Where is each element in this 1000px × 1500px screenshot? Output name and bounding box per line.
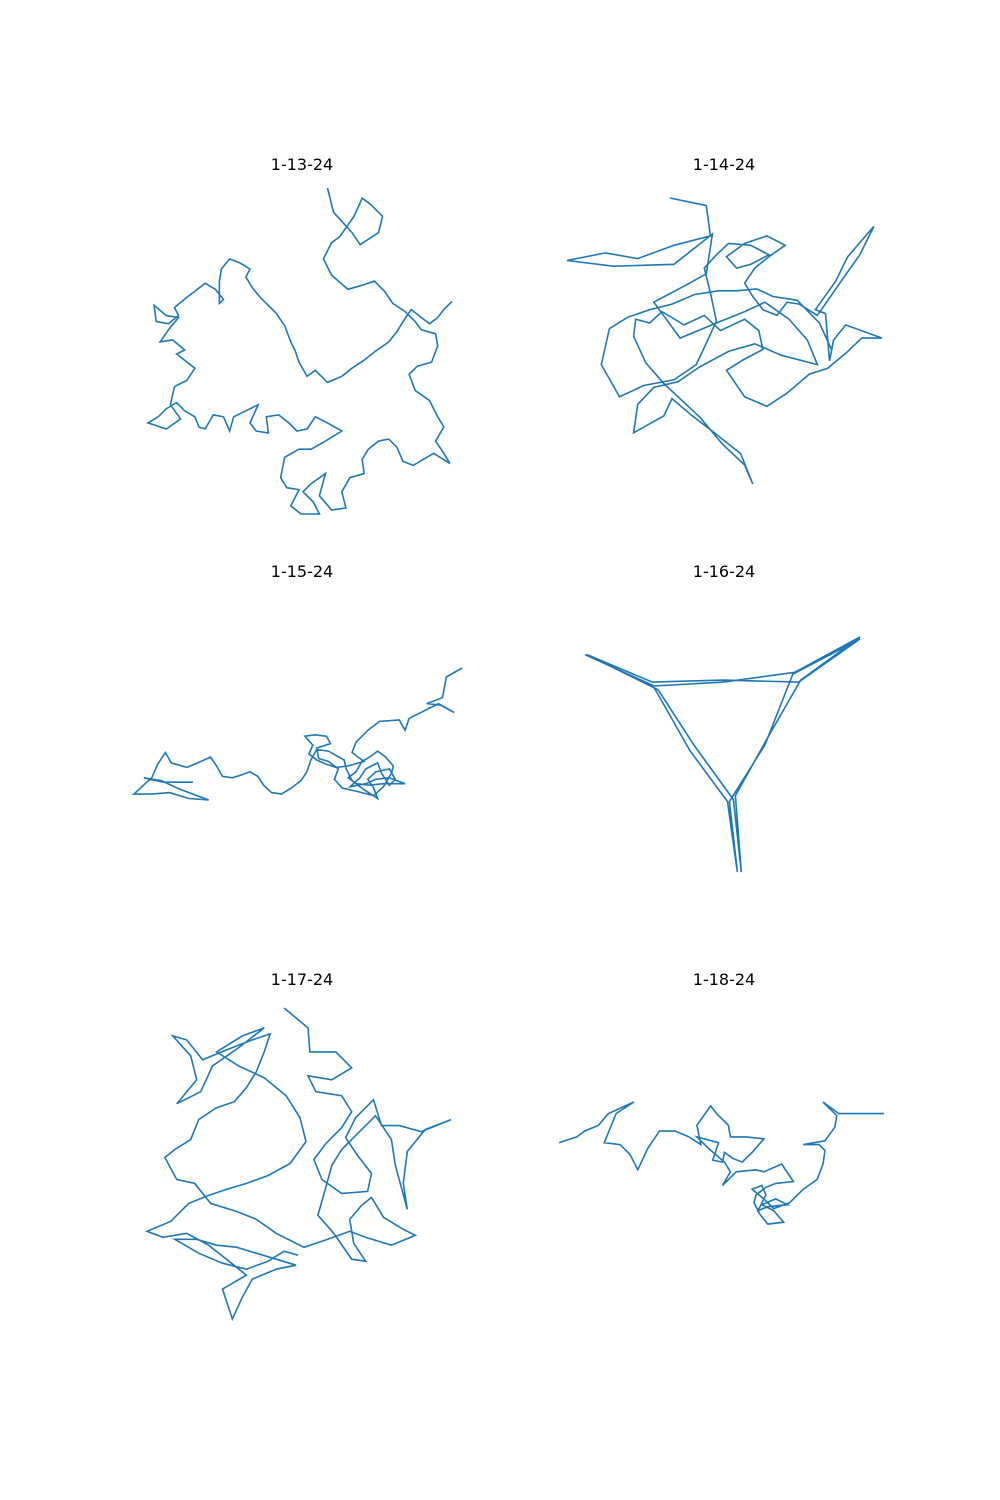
panel-5-series-line	[144, 1007, 452, 1322]
panel-title-6: 1-18-24	[692, 970, 756, 989]
panel-3-series-line	[131, 667, 463, 801]
panel-6-series-line	[558, 1101, 885, 1225]
panel-title-3: 1-15-24	[270, 562, 334, 581]
panel-2-series-line	[566, 197, 883, 485]
panel-1-series-line	[146, 187, 453, 515]
panel-title-1: 1-13-24	[270, 155, 334, 174]
panel-title-4: 1-16-24	[692, 562, 756, 581]
panel-4-series-line	[584, 636, 861, 873]
panel-title-5: 1-17-24	[270, 970, 334, 989]
panel-title-2: 1-14-24	[692, 155, 756, 174]
